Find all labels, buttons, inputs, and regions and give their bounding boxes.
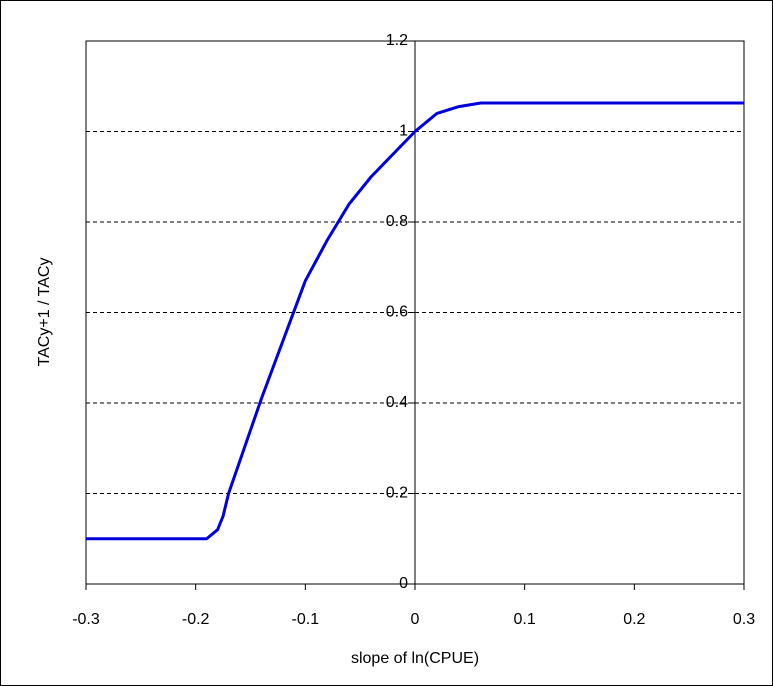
y-tick-label: 0	[399, 575, 408, 592]
y-tick-label: 0.4	[386, 394, 408, 411]
y-tick-label: 0.6	[386, 304, 408, 321]
y-axis-label: TACy+1 / TACy	[36, 258, 53, 367]
x-axis-label: slope of ln(CPUE)	[351, 650, 479, 667]
data-line	[86, 101, 744, 541]
x-tick-label: -0.3	[72, 611, 100, 628]
x-tick-label: -0.1	[292, 611, 320, 628]
x-tick-label: 0.2	[623, 611, 645, 628]
x-tick-label: 0.1	[514, 611, 536, 628]
y-tick-label: 1	[399, 123, 408, 140]
y-tick-label: 0.2	[386, 485, 408, 502]
x-tick-label: 0.3	[733, 611, 755, 628]
x-tick-label: -0.2	[182, 611, 210, 628]
y-tick-label: 1.2	[386, 32, 408, 49]
x-tick-label: 0	[411, 611, 420, 628]
y-tick-label: 0.8	[386, 213, 408, 230]
